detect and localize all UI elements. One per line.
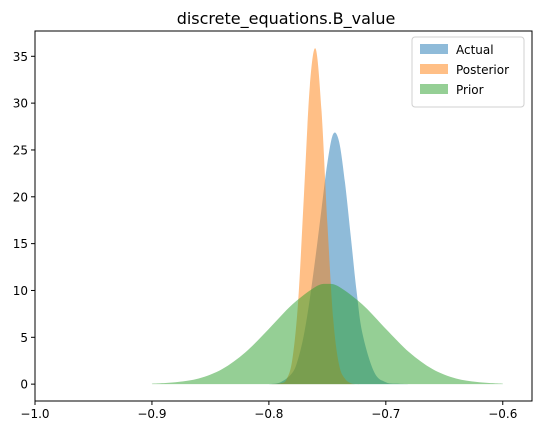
legend-swatch-posterior <box>420 64 448 74</box>
series-areas <box>151 48 503 385</box>
legend-label-actual: Actual <box>456 43 494 57</box>
y-tick-label: 15 <box>13 237 28 251</box>
x-tick-label: −0.6 <box>488 407 517 421</box>
plot-frame <box>34 30 533 402</box>
legend-label-posterior: Posterior <box>456 63 509 77</box>
y-tick-label: 30 <box>13 97 28 111</box>
chart-title: discrete_equations.B_value <box>177 9 396 29</box>
legend-label-prior: Prior <box>456 83 484 97</box>
series-area-prior <box>151 283 503 385</box>
legend: Actual Posterior Prior <box>411 36 525 108</box>
y-tick-label: 25 <box>13 143 28 157</box>
legend-swatch-prior <box>420 84 448 94</box>
legend-swatch-actual <box>420 44 448 54</box>
x-tick-label: −0.9 <box>137 407 166 421</box>
series-area-actual <box>268 132 410 385</box>
x-tick-label: −1.0 <box>20 407 49 421</box>
y-tick-label: 0 <box>20 378 28 392</box>
x-tick-label: −0.8 <box>254 407 283 421</box>
y-tick-label: 10 <box>13 284 28 298</box>
y-tick-label: 35 <box>13 50 28 64</box>
x-axis: −1.0 −0.9 −0.8 −0.7 −0.6 <box>20 401 517 421</box>
y-tick-label: 5 <box>20 331 28 345</box>
x-tick-label: −0.7 <box>371 407 400 421</box>
series-area-posterior <box>268 48 375 385</box>
y-axis: 0 5 10 15 20 25 30 35 <box>13 50 35 392</box>
y-tick-label: 20 <box>13 190 28 204</box>
